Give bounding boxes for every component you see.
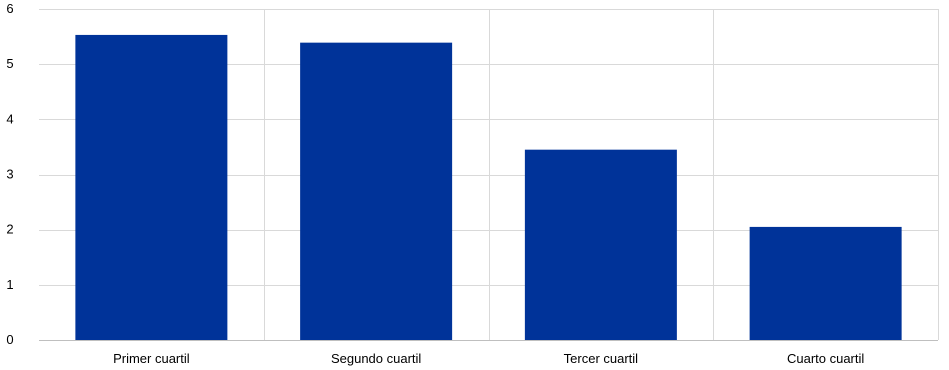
y-tick-label: 3 xyxy=(6,167,13,182)
bars xyxy=(75,34,902,340)
bar xyxy=(75,34,228,340)
y-tick-label: 0 xyxy=(6,332,13,347)
x-tick-label: Cuarto cuartil xyxy=(787,351,864,366)
y-tick-label: 5 xyxy=(6,56,13,71)
y-tick-label: 1 xyxy=(6,277,13,292)
y-tick-label: 4 xyxy=(6,111,13,126)
y-tick-label: 2 xyxy=(6,222,13,237)
x-tick-label: Tercer cuartil xyxy=(564,351,639,366)
bar xyxy=(524,149,677,340)
x-tick-label: Primer cuartil xyxy=(113,351,190,366)
x-tick-label: Segundo cuartil xyxy=(331,351,421,366)
bar xyxy=(749,226,902,340)
y-tick-labels: 0 1 2 3 4 5 6 xyxy=(6,1,13,347)
x-tick-labels: Primer cuartil Segundo cuartil Tercer cuar… xyxy=(113,351,864,366)
y-tick-label: 6 xyxy=(6,1,13,16)
bar xyxy=(300,42,453,340)
